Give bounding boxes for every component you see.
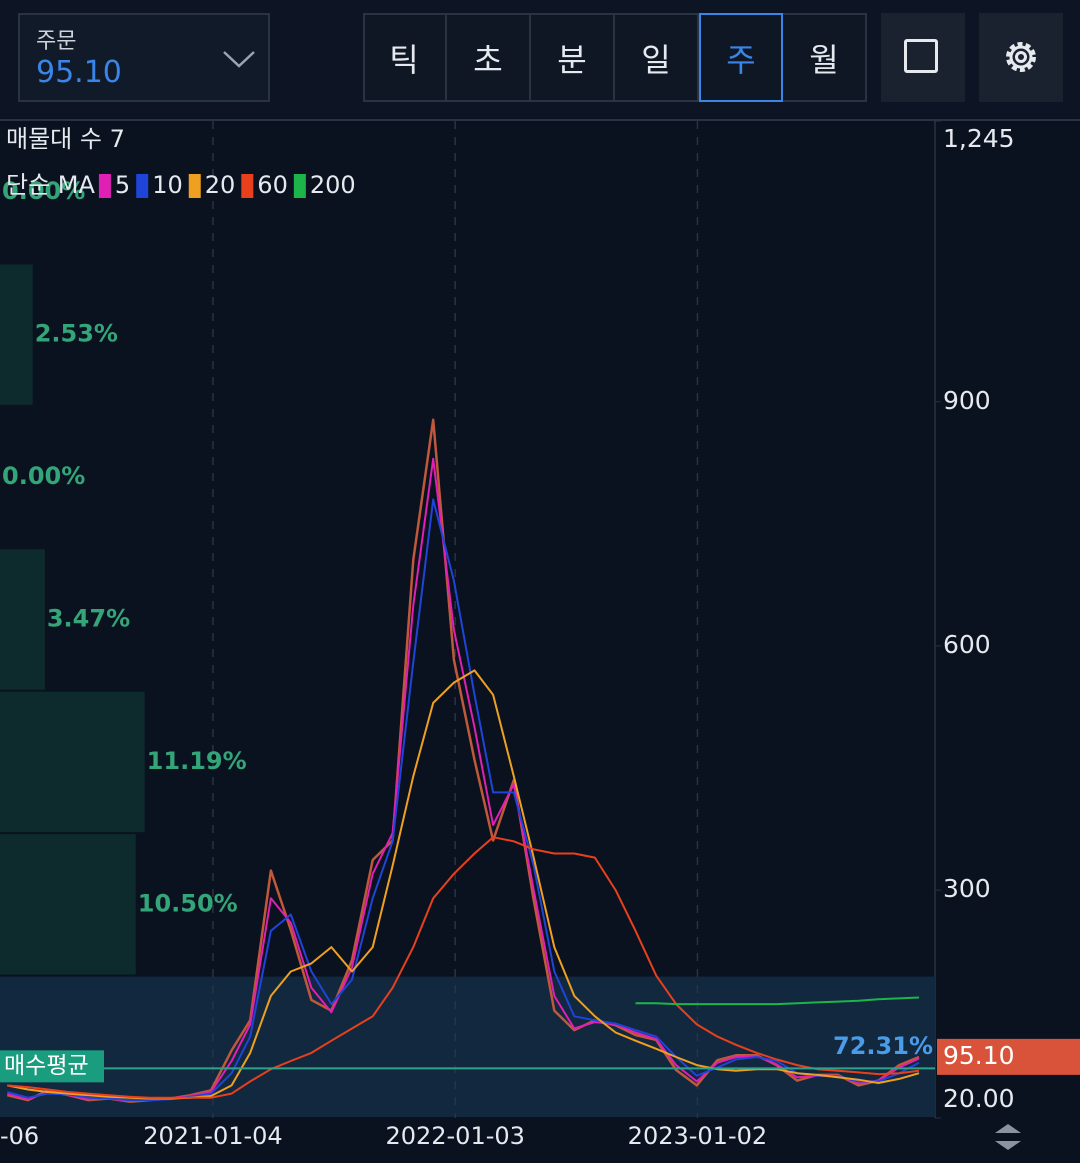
legend-label: 200 [310, 171, 356, 199]
legend-swatch [241, 174, 254, 198]
legend-label: 10 [152, 171, 183, 199]
last-price-tag [937, 1038, 1080, 1075]
square-icon [904, 39, 938, 73]
legend-swatch [293, 174, 306, 198]
x-tick-label: 2021-01-04 [143, 1122, 282, 1150]
volume-profile-bar [0, 264, 33, 405]
volume-profile-label: 3.47% [47, 605, 130, 633]
settings-button[interactable] [979, 13, 1063, 102]
volume-profile-bar [0, 691, 145, 833]
order-select[interactable]: 주문 95.10 [18, 13, 270, 102]
y-tick-label: 20.00 [943, 1084, 1015, 1113]
x-tick-label: 2023-01-02 [628, 1122, 767, 1150]
ma-line [7, 836, 920, 1099]
avg-buy-tag [0, 1050, 104, 1083]
period-tab[interactable]: 틱 [363, 14, 447, 102]
period-tab[interactable]: 분 [531, 14, 615, 102]
y-tick-label: 600 [943, 630, 991, 659]
legend-swatch [188, 174, 201, 198]
x-tick-label: -06 [0, 1122, 39, 1150]
x-tick-label: 2022-01-03 [385, 1122, 524, 1150]
volume-profile-label: 0.00% [2, 177, 85, 205]
scroll-icon [995, 1124, 1021, 1150]
y-tick-label: 900 [943, 386, 991, 415]
period-tab[interactable]: 일 [615, 14, 699, 102]
gear-icon [1006, 42, 1036, 72]
square-button[interactable] [881, 13, 965, 102]
ma-line [7, 498, 920, 1102]
volume-profile-label: 11.19% [147, 747, 247, 775]
period-tab[interactable]: 초 [447, 14, 531, 102]
labels-layer: 72.31% 10.50% 11.19% 3.47% 0.00% 2.53% 0.00% -0… [0, 124, 1080, 1150]
volume-profile-bar [0, 549, 45, 690]
order-label: 주문 [36, 29, 77, 54]
period-tab[interactable]: 주 [699, 13, 783, 102]
volume-profile-bar [0, 834, 136, 975]
period-tab[interactable]: 월 [783, 14, 867, 102]
volume-profile-label: 10.50% [138, 889, 238, 917]
volume-profile-label: 72.31% [833, 1032, 933, 1060]
legend-label: 5 [115, 171, 130, 199]
tab-group [363, 13, 867, 102]
volume-profile-label: 0.00% [2, 462, 85, 490]
legend-label: 60 [257, 171, 288, 199]
legend-title: 단순 MA [6, 171, 95, 199]
background-layer [0, 120, 941, 1119]
y-tick-label: 300 [943, 874, 991, 903]
legend-swatch [98, 174, 111, 198]
avg-buy-label: 매수평균 [4, 1053, 89, 1079]
y-tick-label: 1,245 [943, 124, 1015, 153]
chevron [223, 51, 255, 68]
legend-label: 20 [205, 171, 236, 199]
ma-line [635, 996, 920, 1006]
volume-profile-label: 2.53% [35, 320, 118, 348]
chart-title: 매물대 수 7 [6, 125, 125, 153]
order-price: 95.10 [36, 55, 122, 90]
last-price-label: 95.10 [943, 1041, 1015, 1070]
volume-profile-bar [0, 976, 935, 1117]
legend-swatch [136, 174, 149, 198]
